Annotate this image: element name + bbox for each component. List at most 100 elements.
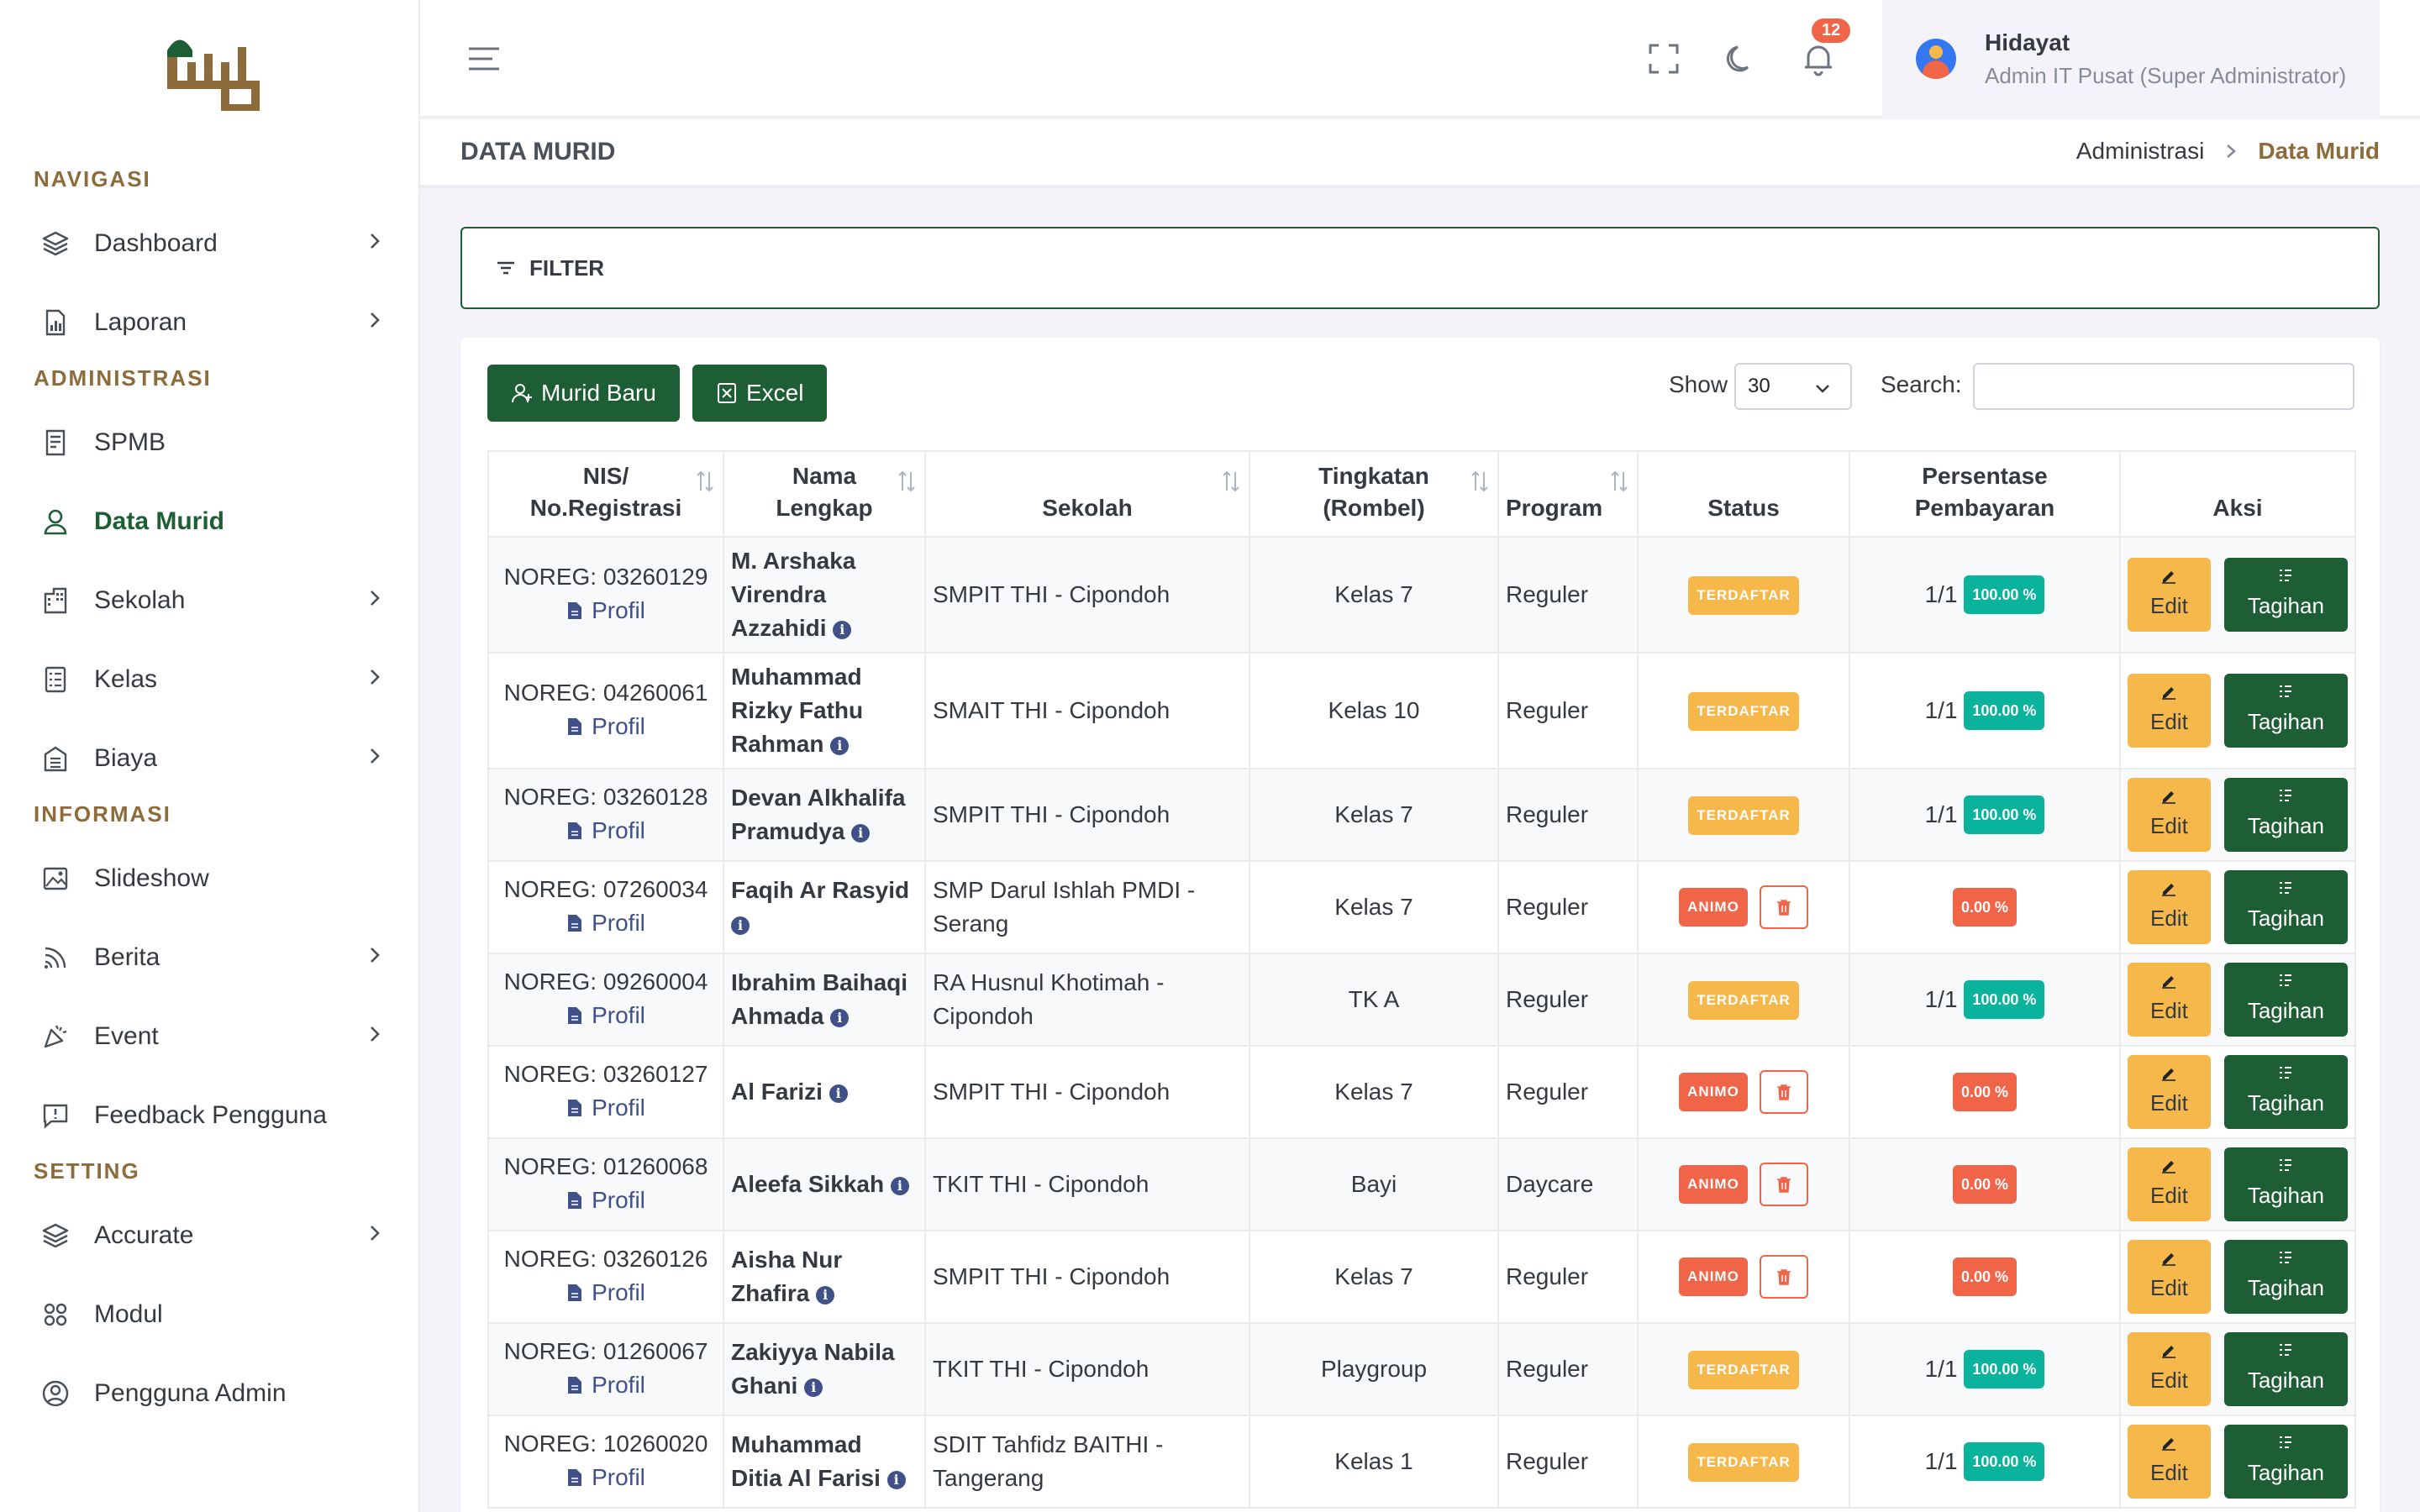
tagihan-button[interactable]: Tagihan (2223, 558, 2348, 632)
event-icon (39, 1020, 72, 1053)
search-input[interactable] (1973, 363, 2354, 410)
sidebar-item-pengguna-admin[interactable]: Pengguna Admin (0, 1354, 418, 1433)
brand-logo[interactable] (0, 0, 418, 151)
edit-button[interactable]: Edit (2128, 1055, 2211, 1129)
info-icon[interactable]: i (829, 1084, 848, 1103)
cell-tingkatan: Kelas 7 (1249, 1230, 1499, 1324)
edit-button[interactable]: Edit (2128, 778, 2211, 852)
page-title-bar: DATA MURID Administrasi Data Murid (420, 119, 2420, 186)
dark-mode-moon-icon[interactable] (1723, 40, 1760, 77)
cell-nis: NOREG: 04260061 Profil (487, 652, 724, 769)
delete-button[interactable] (1759, 1070, 1808, 1114)
filter-toggle[interactable]: FILTER (460, 227, 2380, 309)
fullscreen-icon[interactable] (1645, 40, 1682, 77)
info-icon[interactable]: i (830, 1008, 850, 1027)
profile-link[interactable]: Profil (566, 710, 645, 743)
profile-link[interactable]: Profil (566, 814, 645, 848)
sidebar-item-modul[interactable]: Modul (0, 1275, 418, 1354)
edit-button[interactable]: Edit (2128, 1425, 2211, 1499)
info-icon[interactable]: i (804, 1378, 823, 1397)
edit-button[interactable]: Edit (2128, 1332, 2211, 1406)
profile-link[interactable]: Profil (566, 906, 645, 940)
column-header-nama[interactable]: Nama Lengkap (723, 450, 926, 538)
profile-link[interactable]: Profil (566, 999, 645, 1032)
new-student-button[interactable]: Murid Baru (487, 365, 680, 422)
profile-link[interactable]: Profil (566, 1368, 645, 1402)
sidebar-item-accurate[interactable]: Accurate (0, 1196, 418, 1275)
tagihan-button[interactable]: Tagihan (2223, 1425, 2348, 1499)
tagihan-button[interactable]: Tagihan (2223, 963, 2348, 1037)
sidebar-item-feedback-pengguna[interactable]: Feedback Pengguna (0, 1076, 418, 1155)
header-text: Program (1506, 495, 1603, 521)
edit-button[interactable]: Edit (2128, 1147, 2211, 1221)
table-body: NOREG: 03260129 Profil M. Arshaka Virendr… (487, 536, 2356, 1509)
tagihan-button[interactable]: Tagihan (2223, 1147, 2348, 1221)
edit-button[interactable]: Edit (2128, 1240, 2211, 1314)
profile-link[interactable]: Profil (566, 1276, 645, 1310)
sidebar-item-sekolah[interactable]: Sekolah (0, 561, 418, 640)
sidebar-item-slideshow[interactable]: Slideshow (0, 839, 418, 918)
sidebar-item-dashboard[interactable]: Dashboard (0, 204, 418, 283)
chevron-right-icon (365, 943, 385, 972)
payment-percent-badge: 0.00 % (1952, 1257, 2018, 1296)
show-entries-select[interactable]: 30 (1734, 363, 1852, 410)
tagihan-button[interactable]: Tagihan (2223, 674, 2348, 748)
info-icon[interactable]: i (833, 620, 852, 639)
header-text: NIS/ (582, 463, 629, 489)
sidebar-item-laporan[interactable]: Laporan (0, 283, 418, 362)
edit-button[interactable]: Edit (2128, 963, 2211, 1037)
info-icon[interactable]: i (731, 916, 750, 935)
sidebar-item-spmb[interactable]: SPMB (0, 403, 418, 482)
column-header-tingkatan[interactable]: Tingkatan (Rombel) (1249, 450, 1499, 538)
info-icon[interactable]: i (886, 1470, 906, 1489)
info-icon[interactable]: i (851, 823, 871, 843)
profile-link[interactable]: Profil (566, 1091, 645, 1125)
school-name: SMPIT THI - Cipondoh (933, 1263, 1171, 1289)
cell-persentase: 1/1 100.00 % (1849, 536, 2121, 654)
tagihan-button[interactable]: Tagihan (2223, 1055, 2348, 1129)
edit-label: Edit (2149, 906, 2188, 931)
sidebar-item-event[interactable]: Event (0, 997, 418, 1076)
sidebar-item-biaya[interactable]: Biaya (0, 719, 418, 798)
profile-link[interactable]: Profil (566, 1461, 645, 1494)
noreg-text: NOREG: 03260129 (503, 564, 708, 590)
status-badge: ANIMO (1679, 888, 1748, 927)
tagihan-button[interactable]: Tagihan (2223, 1240, 2348, 1314)
delete-button[interactable] (1759, 885, 1808, 929)
chevron-right-icon (365, 1022, 385, 1051)
notification-bell-icon[interactable] (1800, 40, 1837, 77)
cell-status: TERDAFTAR (1637, 652, 1850, 769)
delete-button[interactable] (1759, 1255, 1808, 1299)
program-name: Reguler (1506, 894, 1589, 920)
sidebar-item-kelas[interactable]: Kelas (0, 640, 418, 719)
breadcrumb-parent[interactable]: Administrasi (2075, 138, 2205, 164)
list-icon (2280, 790, 2292, 801)
sort-icon (1471, 470, 1488, 492)
column-header-nis[interactable]: NIS/ No.Registrasi (487, 450, 724, 538)
edit-label: Edit (2149, 1368, 2188, 1393)
profile-link[interactable]: Profil (566, 1184, 645, 1217)
delete-button[interactable] (1759, 1163, 1808, 1206)
breadcrumb-chevron-icon (2227, 144, 2237, 158)
table-row: NOREG: 04260061 Profil Muhammad Rizky Fat… (487, 652, 2356, 769)
profile-link[interactable]: Profil (566, 594, 645, 627)
student-name: Ibrahim Baihaqi Ahmada (731, 969, 908, 1029)
edit-button[interactable]: Edit (2128, 674, 2211, 748)
user-menu[interactable]: Hidayat Admin IT Pusat (Super Administra… (1882, 0, 2380, 118)
edit-button[interactable]: Edit (2128, 870, 2211, 944)
tagihan-button[interactable]: Tagihan (2223, 1332, 2348, 1406)
hamburger-menu-icon[interactable] (467, 42, 501, 76)
tagihan-button[interactable]: Tagihan (2223, 778, 2348, 852)
tagihan-button[interactable]: Tagihan (2223, 870, 2348, 944)
sidebar-item-data-murid[interactable]: Data Murid (0, 482, 418, 561)
edit-button[interactable]: Edit (2128, 558, 2211, 632)
excel-export-button[interactable]: Excel (692, 365, 828, 422)
info-icon[interactable]: i (830, 736, 850, 755)
program-name: Reguler (1506, 1448, 1589, 1474)
column-header-sekolah[interactable]: Sekolah (924, 450, 1250, 538)
column-header-program[interactable]: Program (1497, 450, 1639, 538)
sidebar-item-berita[interactable]: Berita (0, 918, 418, 997)
edit-label: Edit (2149, 1460, 2188, 1485)
info-icon[interactable]: i (890, 1176, 909, 1195)
info-icon[interactable]: i (816, 1285, 835, 1305)
